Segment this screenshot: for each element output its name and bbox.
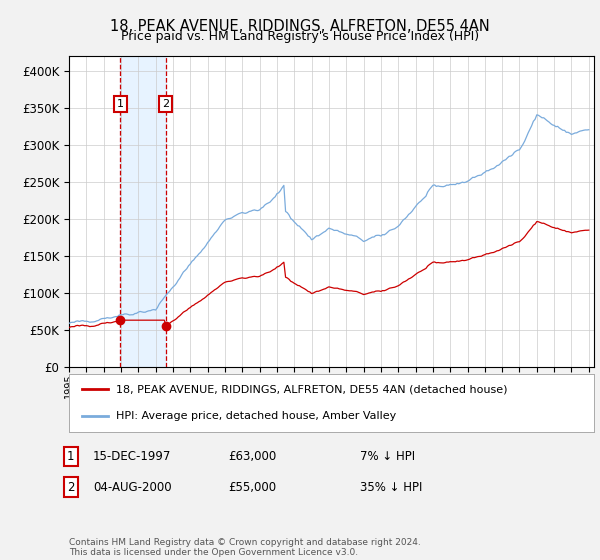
Text: 18, PEAK AVENUE, RIDDINGS, ALFRETON, DE55 4AN: 18, PEAK AVENUE, RIDDINGS, ALFRETON, DE5…	[110, 19, 490, 34]
Text: 35% ↓ HPI: 35% ↓ HPI	[360, 480, 422, 494]
Text: Price paid vs. HM Land Registry's House Price Index (HPI): Price paid vs. HM Land Registry's House …	[121, 30, 479, 43]
Text: 1: 1	[117, 99, 124, 109]
Text: 7% ↓ HPI: 7% ↓ HPI	[360, 450, 415, 463]
Text: £55,000: £55,000	[228, 480, 276, 494]
Text: 2: 2	[162, 99, 169, 109]
Text: 2: 2	[67, 480, 74, 494]
Text: 1: 1	[67, 450, 74, 463]
Text: 04-AUG-2000: 04-AUG-2000	[93, 480, 172, 494]
Text: HPI: Average price, detached house, Amber Valley: HPI: Average price, detached house, Ambe…	[116, 412, 397, 422]
Text: £63,000: £63,000	[228, 450, 276, 463]
Text: 18, PEAK AVENUE, RIDDINGS, ALFRETON, DE55 4AN (detached house): 18, PEAK AVENUE, RIDDINGS, ALFRETON, DE5…	[116, 384, 508, 394]
Text: 15-DEC-1997: 15-DEC-1997	[93, 450, 172, 463]
Text: Contains HM Land Registry data © Crown copyright and database right 2024.
This d: Contains HM Land Registry data © Crown c…	[69, 538, 421, 557]
Bar	[120, 56, 166, 367]
